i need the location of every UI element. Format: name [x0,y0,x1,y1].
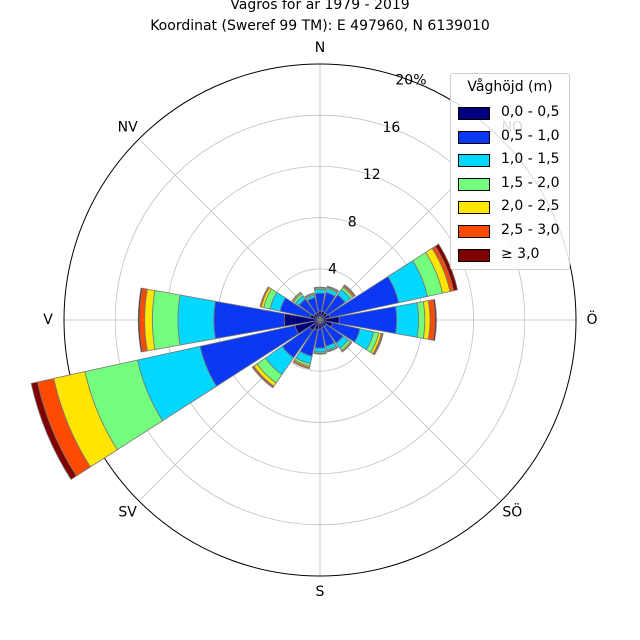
legend-item: 2,0 - 2,5 [458,198,568,216]
rose-bars [30,243,459,480]
bar-segment [341,341,353,353]
legend-item: 2,5 - 3,0 [458,222,568,240]
direction-label: SV [118,504,137,520]
radial-tick-label: 16 [382,120,400,136]
legend: Våghöjd (m) 0,0 - 0,5 0,5 - 1,0 1,0 - 1,5 1… [450,73,570,270]
direction-label: V [43,312,53,328]
bar-segment [292,360,311,370]
legend-label: 1,0 - 1,5 [501,151,560,168]
chart-title: Vågros för år 1979 - 2019 [230,0,410,13]
direction-label: S [316,584,325,600]
bar-segment [432,299,437,341]
legend-swatch [458,154,490,168]
bar-segment [326,285,340,292]
radial-tick-label: 8 [348,214,357,230]
legend-item: 0,5 - 1,0 [458,128,568,146]
radial-tick-label: 4 [328,262,337,278]
legend-swatch [458,201,490,215]
bar-segment [434,243,459,292]
bar-segment [291,291,302,302]
legend-label: 1,5 - 2,0 [501,174,560,191]
bar-segment [151,290,181,350]
legend-swatch [458,130,490,144]
bar-segment [304,292,315,298]
bar-segment [177,294,216,346]
direction-label: N [315,40,325,56]
bar-segment [343,284,356,297]
legend-label: ≥ 3,0 [501,245,540,262]
legend-label: 2,0 - 2,5 [501,198,560,215]
legend-item: ≥ 3,0 [458,246,568,264]
bar-segment [373,333,384,356]
radial-tick-label: 12 [363,167,381,183]
direction-label: NV [118,120,138,136]
bar-segment [313,286,327,289]
direction-label: Ö [586,310,597,328]
radial-tick-label: 20% [395,72,426,88]
bar-segment [30,381,77,480]
legend-title: Våghöjd (m) [467,79,553,95]
legend-swatch [458,107,490,120]
legend-swatch [458,177,490,191]
bar-segment [251,366,274,389]
legend-swatch [458,248,490,262]
bar-segment [137,287,143,353]
legend-item: 1,5 - 2,0 [458,175,568,193]
outer-ring [63,63,577,577]
legend-label: 0,0 - 0,5 [501,104,560,120]
legend-swatch [458,225,490,238]
spoke-gridline [138,138,321,321]
bar-segment [259,286,270,308]
bar-segment [314,288,326,295]
chart-subtitle: Koordinat (Sweref 99 TM): E 497960, N 61… [150,18,490,34]
legend-label: 0,5 - 1,0 [501,127,560,144]
bar-segment [313,352,327,355]
legend-item: 1,0 - 1,5 [458,151,568,169]
spoke-gridline [319,319,502,502]
legend-label: 2,5 - 3,0 [501,222,560,238]
ring-gridline [114,114,526,526]
bar-segment [395,302,419,338]
direction-label: SÖ [502,502,522,520]
bar-segment [326,346,339,353]
legend-item: 0,0 - 0,5 [458,104,568,122]
